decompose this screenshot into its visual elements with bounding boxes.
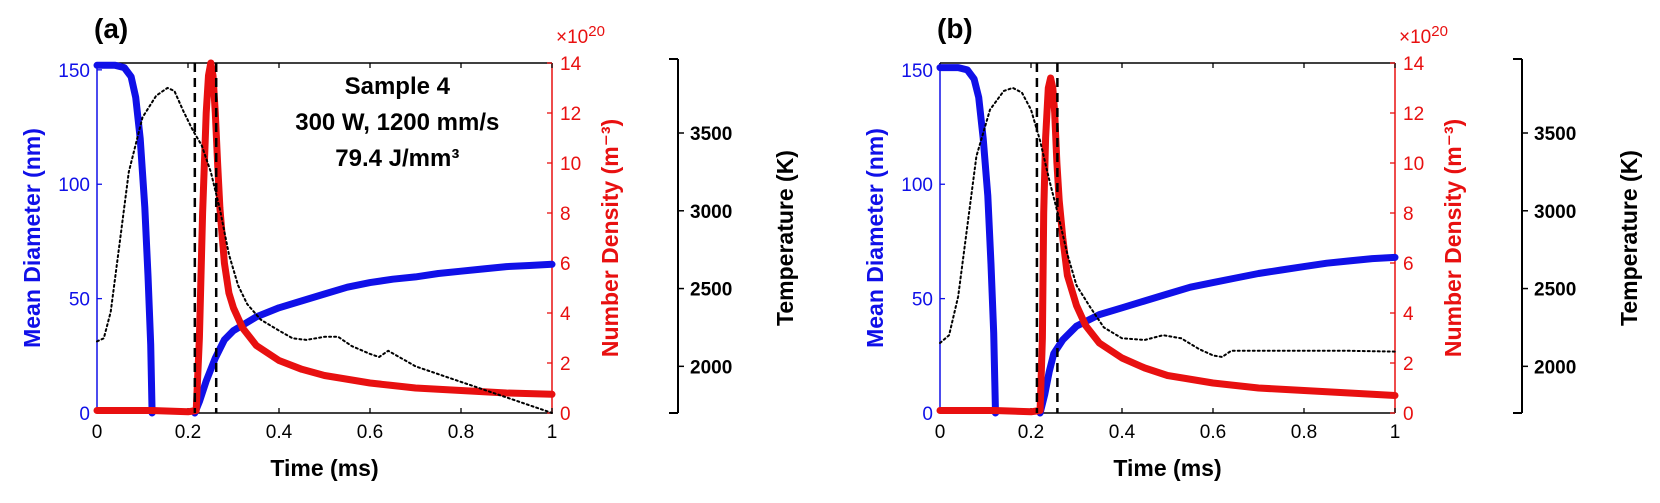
y-right-tick-label: 10	[1403, 154, 1424, 175]
series-line-number-density	[936, 74, 1399, 416]
right-axis-multiplier-exponent: 20	[1431, 23, 1448, 40]
y-temp-tick-label: 2500	[1534, 280, 1576, 301]
y-temp-tick-label: 3500	[690, 124, 732, 145]
y-right-tick-label: 8	[560, 204, 571, 225]
y-right-tick-label: 6	[560, 254, 571, 275]
y-temp-tick-label: 2000	[690, 357, 732, 378]
x-tick-label: 1	[547, 422, 558, 443]
y-right-tick-label: 14	[1403, 54, 1425, 75]
x-tick-label: 0.8	[448, 422, 474, 443]
x-tick-label: 0	[935, 422, 946, 443]
y-right-tick-label: 0	[1403, 404, 1414, 425]
x-tick-label: 0.6	[1200, 422, 1226, 443]
right-axis-multiplier: ×1020	[556, 23, 605, 48]
right-axis-multiplier: ×1020	[1399, 23, 1448, 48]
y-left-tick-label: 150	[58, 61, 90, 82]
panel-label: (a)	[94, 13, 128, 44]
y-right-tick-label: 6	[1403, 254, 1414, 275]
y-left-tick-label: 150	[901, 61, 933, 82]
x-tick-label: 0.2	[175, 422, 201, 443]
x-tick-label: 1	[1390, 422, 1401, 443]
y-right-tick-label: 0	[560, 404, 571, 425]
series-line-number-density	[93, 59, 556, 416]
y-axis-temp-label: Temperature (K)	[772, 150, 798, 326]
y-right-tick-label: 4	[1403, 304, 1414, 325]
series-line-mean-diameter	[936, 64, 999, 417]
y-temp-tick-label: 3500	[1534, 124, 1576, 145]
y-right-tick-label: 12	[560, 104, 581, 125]
y-right-tick-label: 2	[1403, 354, 1414, 375]
x-axis-label: Time (ms)	[1113, 455, 1221, 481]
y-left-tick-label: 50	[912, 290, 933, 311]
y-left-tick-label: 0	[79, 404, 90, 425]
annotation-line: Sample 4	[345, 73, 451, 100]
y-left-tick-label: 0	[922, 404, 933, 425]
series-line-temperature	[96, 86, 553, 414]
right-axis-multiplier-exponent: 20	[588, 23, 605, 40]
x-tick-label: 0.2	[1018, 422, 1044, 443]
y-right-tick-label: 12	[1403, 104, 1424, 125]
series-line-mean-diameter	[93, 61, 156, 417]
series-line-mean-diameter	[1036, 253, 1399, 417]
y-left-tick-label: 50	[69, 290, 90, 311]
annotation-line: 79.4 J/mm³	[335, 145, 459, 172]
y-right-tick-label: 10	[560, 154, 581, 175]
y-right-tick-label: 8	[1403, 204, 1414, 225]
x-axis-label: Time (ms)	[270, 455, 378, 481]
y-right-tick-label: 2	[560, 354, 571, 375]
y-axis-right-label: Number Density (m⁻³)	[1440, 119, 1466, 357]
y-right-tick-label: 14	[560, 54, 582, 75]
x-tick-label: 0.4	[266, 422, 293, 443]
y-axis-left-label: Mean Diameter (nm)	[19, 128, 45, 348]
y-temp-tick-label: 3000	[1534, 202, 1576, 223]
series-line-temperature	[939, 86, 1396, 358]
y-left-tick-label: 100	[58, 175, 90, 196]
y-temp-tick-label: 2500	[690, 280, 732, 301]
annotation-line: 300 W, 1200 mm/s	[295, 109, 499, 136]
y-right-tick-label: 4	[560, 304, 571, 325]
y-axis-right-label: Number Density (m⁻³)	[597, 119, 623, 357]
y-temp-tick-label: 2000	[1534, 357, 1576, 378]
x-tick-label: 0.8	[1291, 422, 1317, 443]
y-axis-left-label: Mean Diameter (nm)	[862, 128, 888, 348]
x-tick-label: 0.6	[357, 422, 383, 443]
x-tick-label: 0	[92, 422, 103, 443]
y-axis-temp-label: Temperature (K)	[1616, 150, 1642, 326]
y-temp-tick-label: 3000	[690, 202, 732, 223]
x-tick-label: 0.4	[1109, 422, 1136, 443]
y-left-tick-label: 100	[901, 175, 933, 196]
panel-label: (b)	[937, 13, 973, 44]
